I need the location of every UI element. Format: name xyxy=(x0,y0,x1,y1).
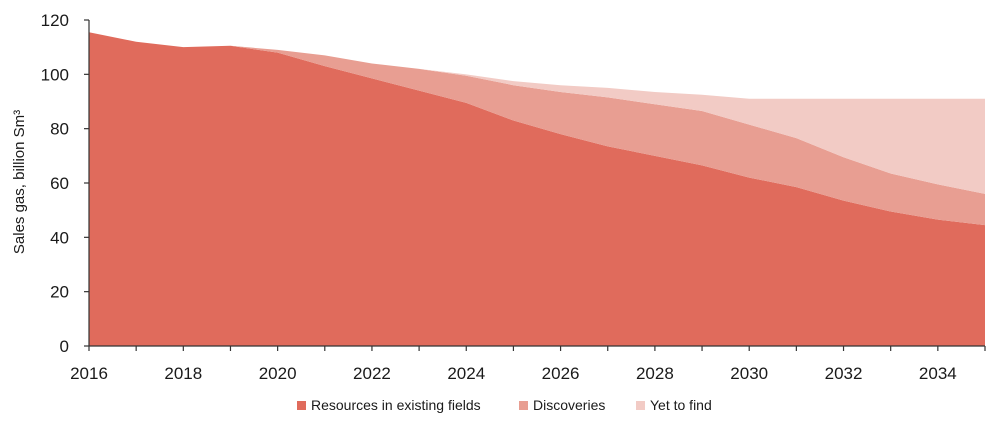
y-tick-label: 100 xyxy=(41,65,69,84)
x-tick-label: 2018 xyxy=(164,364,202,383)
legend: Resources in existing fields Discoveries Y… xyxy=(297,397,712,413)
x-tick-label: 2030 xyxy=(730,364,768,383)
x-tick-label: 2020 xyxy=(259,364,297,383)
legend-label: Resources in existing fields xyxy=(311,397,481,413)
y-tick-label: 20 xyxy=(50,283,69,302)
y-tick-label: 60 xyxy=(50,174,69,193)
legend-swatch xyxy=(636,401,645,410)
legend-swatch xyxy=(297,401,306,410)
y-tick-label: 40 xyxy=(50,228,69,247)
tick-labels-layer: 0 20 40 60 80 100 120 2016 2018 2020 2022 2024 2026 2… xyxy=(41,11,957,383)
legend-swatch xyxy=(519,401,528,410)
areas-layer xyxy=(89,32,985,346)
area-series-1 xyxy=(89,32,985,346)
y-tick-label: 80 xyxy=(50,120,69,139)
x-tick-label: 2026 xyxy=(542,364,580,383)
axes-layer xyxy=(84,19,986,351)
y-tick-label: 0 xyxy=(60,337,69,356)
x-tick-label: 2034 xyxy=(919,364,957,383)
y-tick-label: 120 xyxy=(41,11,69,30)
x-tick-label: 2022 xyxy=(353,364,391,383)
x-tick-label: 2032 xyxy=(825,364,863,383)
legend-label: Yet to find xyxy=(650,397,712,413)
x-tick-label: 2024 xyxy=(447,364,485,383)
x-tick-label: 2016 xyxy=(70,364,108,383)
legend-label: Discoveries xyxy=(533,397,605,413)
area-series-2 xyxy=(89,32,985,226)
area-series-3 xyxy=(89,32,985,194)
y-axis-title: Sales gas, billion Sm³ xyxy=(11,110,28,254)
x-tick-label: 2028 xyxy=(636,364,674,383)
